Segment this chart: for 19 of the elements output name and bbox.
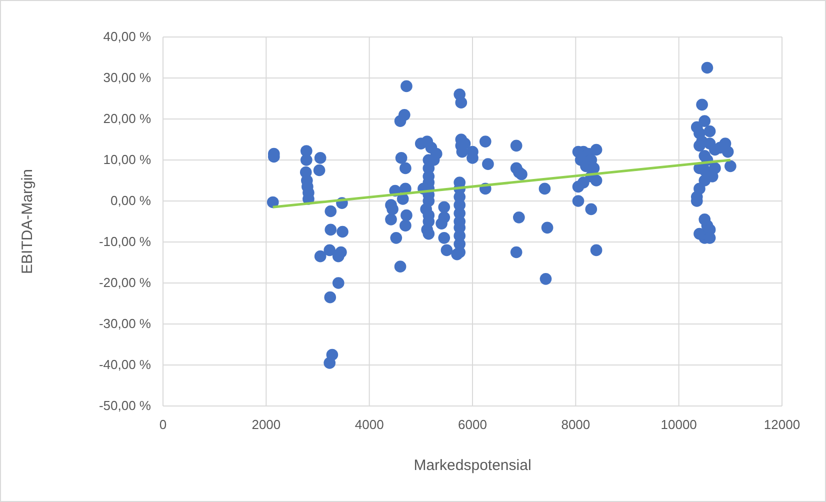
y-tick-label: 20,00 % [103,111,152,126]
y-tick-label: -50,00 % [98,398,152,414]
x-tick-label: 12000 [764,417,800,432]
y-tick-label: -10,00 % [98,234,152,250]
y-tick-label: 30,00 % [103,70,152,86]
x-axis-title: Markedspotensial [414,457,532,474]
y-tick-label: 40,00 % [103,29,152,44]
y-tick-label: -40,00 % [98,357,152,372]
x-tick-label: 2000 [252,417,281,432]
y-tick-label: -30,00 % [98,316,152,332]
x-tick-label: 6000 [458,417,487,432]
y-tick-label: 10,00 % [103,152,152,168]
y-axis-title: EBITDA-Margin [19,168,36,274]
x-tick-label: 4000 [354,417,384,432]
x-tick-label: 0 [159,417,167,432]
y-tick-label: -20,00 % [98,275,152,290]
x-tick-label: 8000 [561,417,590,432]
y-tick-label: 0,00 % [110,193,152,208]
x-tick-label: 10000 [660,417,697,432]
